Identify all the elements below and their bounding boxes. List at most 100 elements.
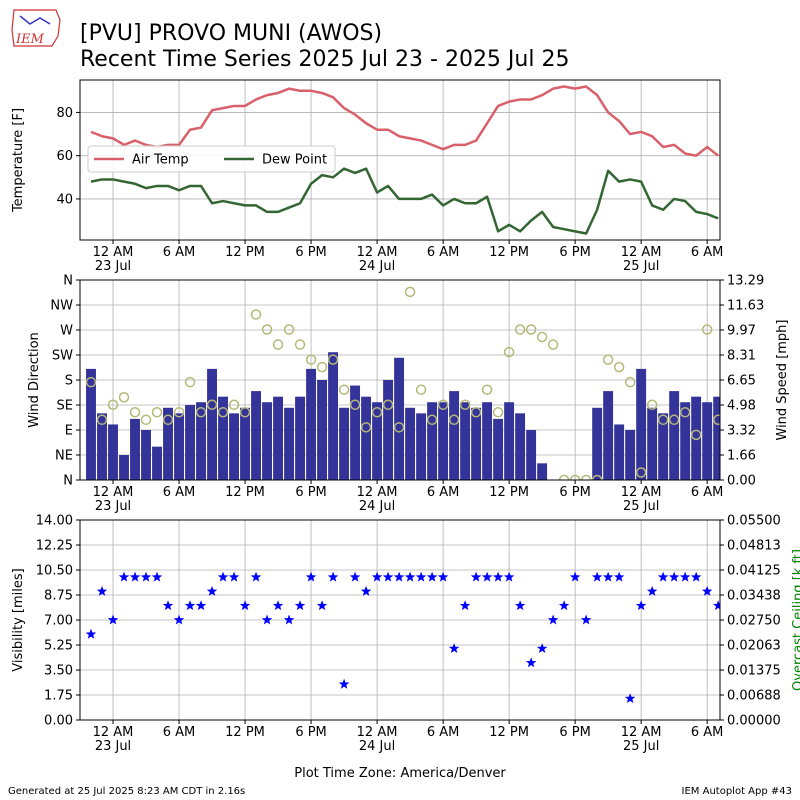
- bar: [625, 430, 636, 480]
- bar: [526, 430, 537, 480]
- x-tick-label: 6 AM: [690, 245, 724, 260]
- circle-marker: [602, 354, 614, 365]
- y2-tick-label: 8.31: [727, 349, 756, 364]
- y-tick-label: NW: [50, 299, 73, 314]
- bar: [108, 424, 118, 480]
- star-marker: [657, 571, 669, 582]
- y-tick-label: 60: [56, 149, 73, 164]
- y-axis-label: Wind Direction: [27, 332, 42, 428]
- circle-marker: [393, 422, 405, 433]
- bar: [207, 368, 217, 480]
- star-marker: [294, 600, 306, 611]
- bar: [592, 407, 603, 480]
- y-tick-label: SW: [52, 349, 73, 364]
- star-marker: [327, 571, 339, 582]
- circle-marker: [437, 399, 449, 411]
- y-tick-label: 0.00: [44, 714, 73, 729]
- marks: [85, 571, 720, 704]
- circle-marker: [305, 354, 317, 365]
- star-marker: [118, 571, 130, 582]
- circle-marker: [173, 407, 185, 418]
- bar: [141, 430, 151, 480]
- star-marker: [283, 614, 295, 625]
- star-marker: [437, 571, 449, 582]
- star-marker: [679, 571, 691, 582]
- y-tick-label: 5.25: [44, 639, 73, 654]
- x-tick-label: 6 PM: [295, 725, 327, 740]
- circle-marker: [107, 399, 119, 411]
- y-tick-label: NE: [55, 449, 73, 464]
- x-tick-label: 12 AM 24 Jul: [356, 245, 398, 274]
- y-tick-label: N: [63, 474, 73, 489]
- star-marker: [481, 571, 493, 582]
- circle-marker: [250, 309, 262, 320]
- y2-tick-label: 0.02063: [727, 639, 781, 654]
- circle-marker: [624, 376, 636, 388]
- star-marker: [338, 678, 350, 689]
- star-marker: [536, 643, 548, 654]
- star-marker: [129, 571, 141, 582]
- star-marker: [195, 600, 207, 611]
- circle-marker: [635, 467, 647, 478]
- bar: [460, 402, 471, 480]
- star-marker: [371, 571, 383, 582]
- x-tick-label: 12 PM: [225, 725, 265, 740]
- star-marker: [690, 571, 702, 582]
- bar: [647, 407, 658, 480]
- x-tick-label: 6 AM: [426, 725, 460, 740]
- x-tick-label: 12 AM 23 Jul: [92, 725, 134, 754]
- y-tick-label: W: [60, 324, 73, 339]
- bar: [317, 380, 328, 480]
- circle-marker: [151, 407, 163, 418]
- star-marker: [470, 571, 482, 582]
- circle-marker: [690, 429, 702, 441]
- y-tick-label: 8.75: [44, 589, 73, 604]
- x-tick-label: 6 PM: [295, 245, 327, 260]
- bar: [218, 396, 228, 480]
- logo-mark: [19, 15, 51, 25]
- circle-marker: [492, 407, 504, 418]
- star-marker: [349, 571, 361, 582]
- star-marker: [393, 571, 405, 582]
- y2-tick-label: 0.04125: [727, 564, 781, 579]
- y2-tick-label: 11.63: [727, 299, 764, 314]
- circle-marker: [118, 391, 130, 403]
- plot-frame: [79, 279, 721, 481]
- bar: [295, 396, 306, 480]
- bar: [669, 391, 680, 480]
- circle-marker: [536, 331, 548, 343]
- star-marker: [360, 585, 372, 596]
- bar: [603, 391, 614, 480]
- circle-marker: [448, 414, 460, 426]
- star-marker: [635, 600, 647, 611]
- y-tick-label: 1.75: [44, 689, 73, 704]
- circle-marker: [371, 407, 383, 418]
- bar: [163, 407, 173, 480]
- circle-marker: [525, 324, 537, 335]
- x-tick-label: 12 PM: [225, 485, 265, 500]
- star-marker: [184, 600, 196, 611]
- x-axis-label: Plot Time Zone: America/Denver: [294, 766, 506, 781]
- star-marker: [426, 571, 438, 582]
- y2-tick-label: 13.29: [727, 274, 764, 289]
- circle-marker: [514, 324, 526, 335]
- bar: [86, 368, 96, 480]
- bar: [262, 402, 272, 480]
- bar: [702, 402, 713, 480]
- star-marker: [569, 571, 581, 582]
- circle-marker: [503, 346, 515, 358]
- y2-tick-label: 0.00: [727, 474, 756, 489]
- y2-tick-label: 0.04813: [727, 539, 781, 554]
- star-marker: [162, 600, 174, 611]
- bar: [361, 396, 372, 480]
- circle-marker: [217, 407, 229, 418]
- circle-marker: [481, 384, 493, 395]
- bar: [97, 413, 107, 480]
- x-tick-label: 6 AM: [426, 245, 460, 260]
- star-marker: [382, 571, 394, 582]
- bar: [537, 463, 548, 480]
- footer-left: Generated at 25 Jul 2025 8:23 AM CDT in …: [8, 786, 245, 797]
- star-marker: [503, 571, 515, 582]
- bar: [636, 368, 647, 480]
